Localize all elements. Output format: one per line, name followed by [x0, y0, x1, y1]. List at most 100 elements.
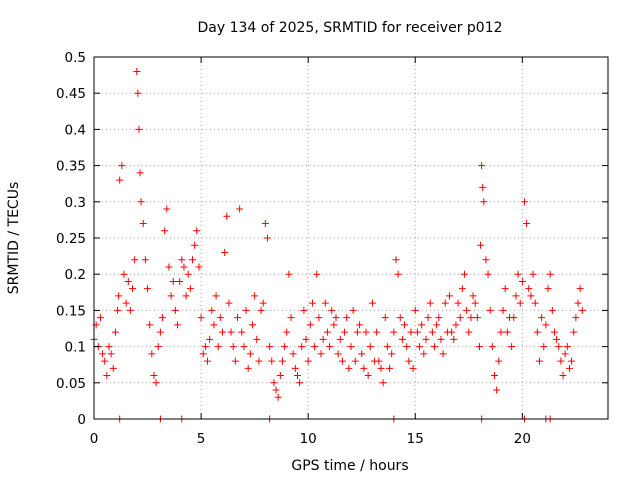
data-point [197, 314, 205, 322]
data-point [167, 292, 175, 300]
data-point [270, 379, 278, 387]
data-point [499, 306, 507, 314]
data-point [323, 328, 331, 336]
data-point [422, 335, 430, 343]
data-point [199, 350, 207, 358]
data-point [311, 343, 319, 351]
data-point [520, 198, 528, 206]
data-point [454, 299, 462, 307]
data-point [544, 285, 552, 293]
data-point [156, 328, 164, 336]
data-point [386, 364, 394, 372]
data-point [236, 205, 244, 213]
data-point [272, 386, 280, 394]
data-point [276, 372, 284, 380]
data-point [169, 277, 177, 285]
data-point [315, 314, 323, 322]
data-point [263, 234, 271, 242]
data-point [146, 321, 154, 329]
data-point [111, 328, 119, 336]
y-tick-label: 0.35 [56, 159, 86, 175]
data-point [120, 270, 128, 278]
data-point [148, 350, 156, 358]
data-point [358, 350, 366, 358]
data-point [298, 343, 306, 351]
data-point [191, 241, 199, 249]
data-point [317, 350, 325, 358]
data-point [439, 350, 447, 358]
data-point [375, 357, 383, 365]
data-point [227, 328, 235, 336]
data-point [208, 306, 216, 314]
data-point [351, 357, 359, 365]
data-point [525, 285, 533, 293]
chart-grid [94, 57, 608, 419]
data-point [124, 277, 132, 285]
data-point [302, 335, 310, 343]
data-point [463, 306, 471, 314]
data-point [480, 198, 488, 206]
x-tick-label: 15 [407, 431, 424, 447]
data-point [495, 357, 503, 365]
data-point [152, 379, 160, 387]
data-point [388, 350, 396, 358]
data-point [428, 328, 436, 336]
y-tick-label: 0.2 [65, 267, 86, 283]
data-point [362, 328, 370, 336]
data-point [383, 343, 391, 351]
data-point [182, 292, 190, 300]
data-point [476, 343, 483, 351]
y-axis-label: SRMTID / TECUs [6, 182, 22, 295]
data-point [555, 343, 563, 351]
data-point [161, 227, 169, 235]
data-point [565, 364, 573, 372]
data-point [214, 343, 222, 351]
data-point [122, 299, 130, 307]
x-tick-label: 5 [197, 431, 206, 447]
data-point [251, 292, 259, 300]
data-point [257, 306, 265, 314]
data-point [139, 220, 147, 228]
data-point [403, 343, 411, 351]
data-point [107, 350, 115, 358]
data-point [96, 314, 104, 322]
data-point [238, 328, 246, 336]
data-point [512, 292, 520, 300]
data-point [204, 357, 212, 365]
data-point [446, 292, 454, 300]
data-point [390, 328, 398, 336]
data-point [326, 343, 334, 351]
data-point [114, 306, 122, 314]
data-point [501, 285, 509, 293]
data-point [159, 314, 167, 322]
data-point [518, 277, 526, 285]
data-point [411, 306, 419, 314]
data-point [225, 299, 233, 307]
data-point [540, 343, 548, 351]
data-point [223, 212, 231, 220]
data-point [274, 393, 282, 401]
data-point [531, 299, 539, 307]
data-point [456, 314, 464, 322]
data-point [568, 357, 576, 365]
data-point [563, 343, 571, 351]
data-point [516, 299, 524, 307]
x-tick-label: 20 [514, 431, 531, 447]
data-point [136, 169, 144, 177]
data-point [186, 285, 194, 293]
data-point [216, 314, 224, 322]
data-point [144, 285, 152, 293]
data-point [304, 357, 312, 365]
data-point [131, 256, 139, 264]
data-point [546, 270, 554, 278]
data-point [116, 176, 124, 184]
data-point [493, 386, 501, 394]
data-point [126, 306, 134, 314]
data-point [535, 357, 543, 365]
data-point [392, 256, 400, 264]
y-tick-label: 0.45 [56, 86, 86, 102]
data-point [306, 321, 314, 329]
data-point [319, 335, 327, 343]
data-point [163, 205, 171, 213]
